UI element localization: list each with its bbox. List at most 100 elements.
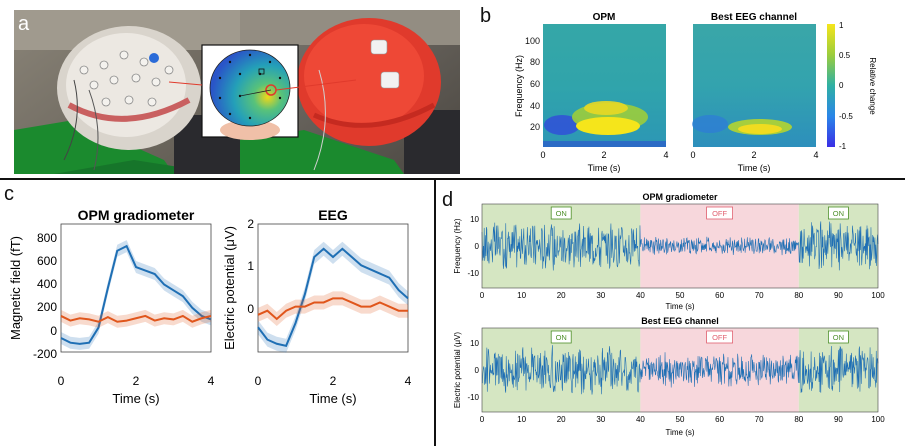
- panel-a-photo: a: [14, 10, 460, 174]
- d-xtick: 90: [834, 291, 843, 300]
- d-block-label-box: [706, 206, 734, 220]
- d-xtick: 20: [557, 415, 566, 424]
- b-xtick: 2: [751, 150, 756, 160]
- c-ytick: 600: [37, 254, 57, 268]
- d-ytick: 0: [475, 242, 480, 251]
- divider-vertical: [434, 178, 436, 446]
- d-xtick: 100: [871, 415, 885, 424]
- eeg-cap-photo: [14, 10, 240, 174]
- b-xtick: 0: [690, 150, 695, 160]
- panel-label-a: a: [18, 13, 30, 35]
- d-xlabel-bottom: Time (s): [665, 428, 694, 437]
- c-xtick: 4: [208, 374, 215, 388]
- colorbar-tick: 0.5: [839, 51, 851, 60]
- d-block-label-box: [550, 330, 572, 344]
- d-block-label: ON: [833, 209, 844, 218]
- opm-cap-photo: [240, 10, 460, 174]
- b-xtick: 4: [663, 150, 668, 160]
- c-ytick-eeg: 2: [247, 217, 254, 231]
- d-ylabel-top: Frequency (Hz): [453, 218, 462, 273]
- d-xtick: 70: [755, 291, 764, 300]
- b-xtick: 2: [601, 150, 606, 160]
- d-block-label-box: [827, 206, 849, 220]
- colorbar: [827, 24, 835, 147]
- d-xtick: 30: [596, 291, 605, 300]
- c-ytick: 800: [37, 231, 57, 245]
- panel-label-b: b: [480, 5, 491, 27]
- c-ytick: -200: [33, 347, 57, 361]
- d-block-label: ON: [556, 209, 567, 218]
- spectrogram-opm: [543, 24, 666, 147]
- c-title-opm: OPM gradiometer: [78, 207, 195, 223]
- c-title-eeg: EEG: [318, 207, 348, 223]
- colorbar-tick: 0: [839, 81, 844, 90]
- d-xtick: 0: [480, 291, 485, 300]
- c-series-line: [60, 314, 212, 323]
- d-xlabel-top: Time (s): [665, 302, 694, 311]
- c-ytick: 200: [37, 300, 57, 314]
- d-block-label-box: [550, 206, 572, 220]
- d-xtick: 60: [715, 291, 724, 300]
- d-signal-trace: [481, 221, 879, 271]
- d-xtick: 100: [871, 291, 885, 300]
- b-ytick: 20: [530, 122, 540, 132]
- d-ylabel-bottom: Electric potential (μV): [453, 332, 462, 409]
- b-ytick: 80: [530, 57, 540, 67]
- d-xtick: 20: [557, 291, 566, 300]
- c-xlabel-opm: Time (s): [112, 391, 159, 406]
- c-ytick: 0: [50, 324, 57, 338]
- d-xtick: 50: [676, 415, 685, 424]
- b-ytick: 60: [530, 79, 540, 89]
- panel-c: c OPM gradiometer EEG 800 600 400 200 0 …: [4, 183, 412, 406]
- b-ytick: 100: [525, 36, 540, 46]
- c-xlabel-eeg: Time (s): [309, 391, 356, 406]
- c-confidence-band: [258, 291, 408, 326]
- panel-d: d OPM gradiometer ON OFF ON 10 0 -10 Frequ…: [442, 189, 885, 437]
- panel-label-d: d: [442, 189, 453, 211]
- d-xtick: 70: [755, 415, 764, 424]
- d-block-label: ON: [556, 333, 567, 342]
- d-xtick: 0: [480, 415, 485, 424]
- b-ytick: 40: [530, 101, 540, 111]
- d-block-label: OFF: [712, 209, 727, 218]
- c-axes-eeg: [257, 223, 409, 353]
- colorbar-label: Relative change: [868, 57, 877, 115]
- d-xtick: 90: [834, 415, 843, 424]
- d-signal-bottom: [481, 345, 879, 395]
- b-xtick: 4: [813, 150, 818, 160]
- d-signal-top: [481, 221, 879, 271]
- colorbar-tick: -0.5: [839, 112, 853, 121]
- d-block-label-box: [827, 330, 849, 344]
- d-xtick: 50: [676, 291, 685, 300]
- d-xtick: 40: [636, 291, 645, 300]
- c-confidence-band: [61, 240, 211, 350]
- d-xtick: 10: [517, 415, 526, 424]
- c-xtick: 0: [58, 374, 65, 388]
- d-ytick: 10: [470, 215, 479, 224]
- divider-horizontal: [0, 178, 905, 180]
- spectrogram-eeg-title: Best EEG channel: [711, 12, 797, 23]
- c-xtick: 2: [133, 374, 140, 388]
- d-title-opm: OPM gradiometer: [642, 192, 718, 202]
- d-title-eeg: Best EEG channel: [641, 316, 719, 326]
- d-xtick: 40: [636, 415, 645, 424]
- d-xtick: 10: [517, 291, 526, 300]
- c-ylabel-opm: Magnetic field (fT): [8, 236, 23, 340]
- b-ylabel: Frequency (Hz): [514, 55, 524, 117]
- d-xtick: 60: [715, 415, 724, 424]
- opm-topography-inset: [168, 44, 357, 140]
- c-ytick-eeg: 1: [247, 259, 254, 273]
- c-ytick: 400: [37, 277, 57, 291]
- d-block-label-box: [706, 330, 734, 344]
- c-plot-opm: [60, 240, 212, 350]
- b-xtick: 0: [540, 150, 545, 160]
- d-signal-trace: [481, 345, 879, 395]
- c-series-line: [257, 247, 409, 347]
- spectrogram-eeg: [692, 24, 816, 147]
- d-ytick: 0: [475, 366, 480, 375]
- b-xlabel: Time (s): [588, 163, 621, 173]
- c-series-line: [60, 244, 212, 345]
- d-xtick: 80: [794, 415, 803, 424]
- panel-b: b OPM Best EEG channel 100 80 60 40 20 F…: [480, 5, 877, 173]
- c-axes-opm: [60, 223, 212, 353]
